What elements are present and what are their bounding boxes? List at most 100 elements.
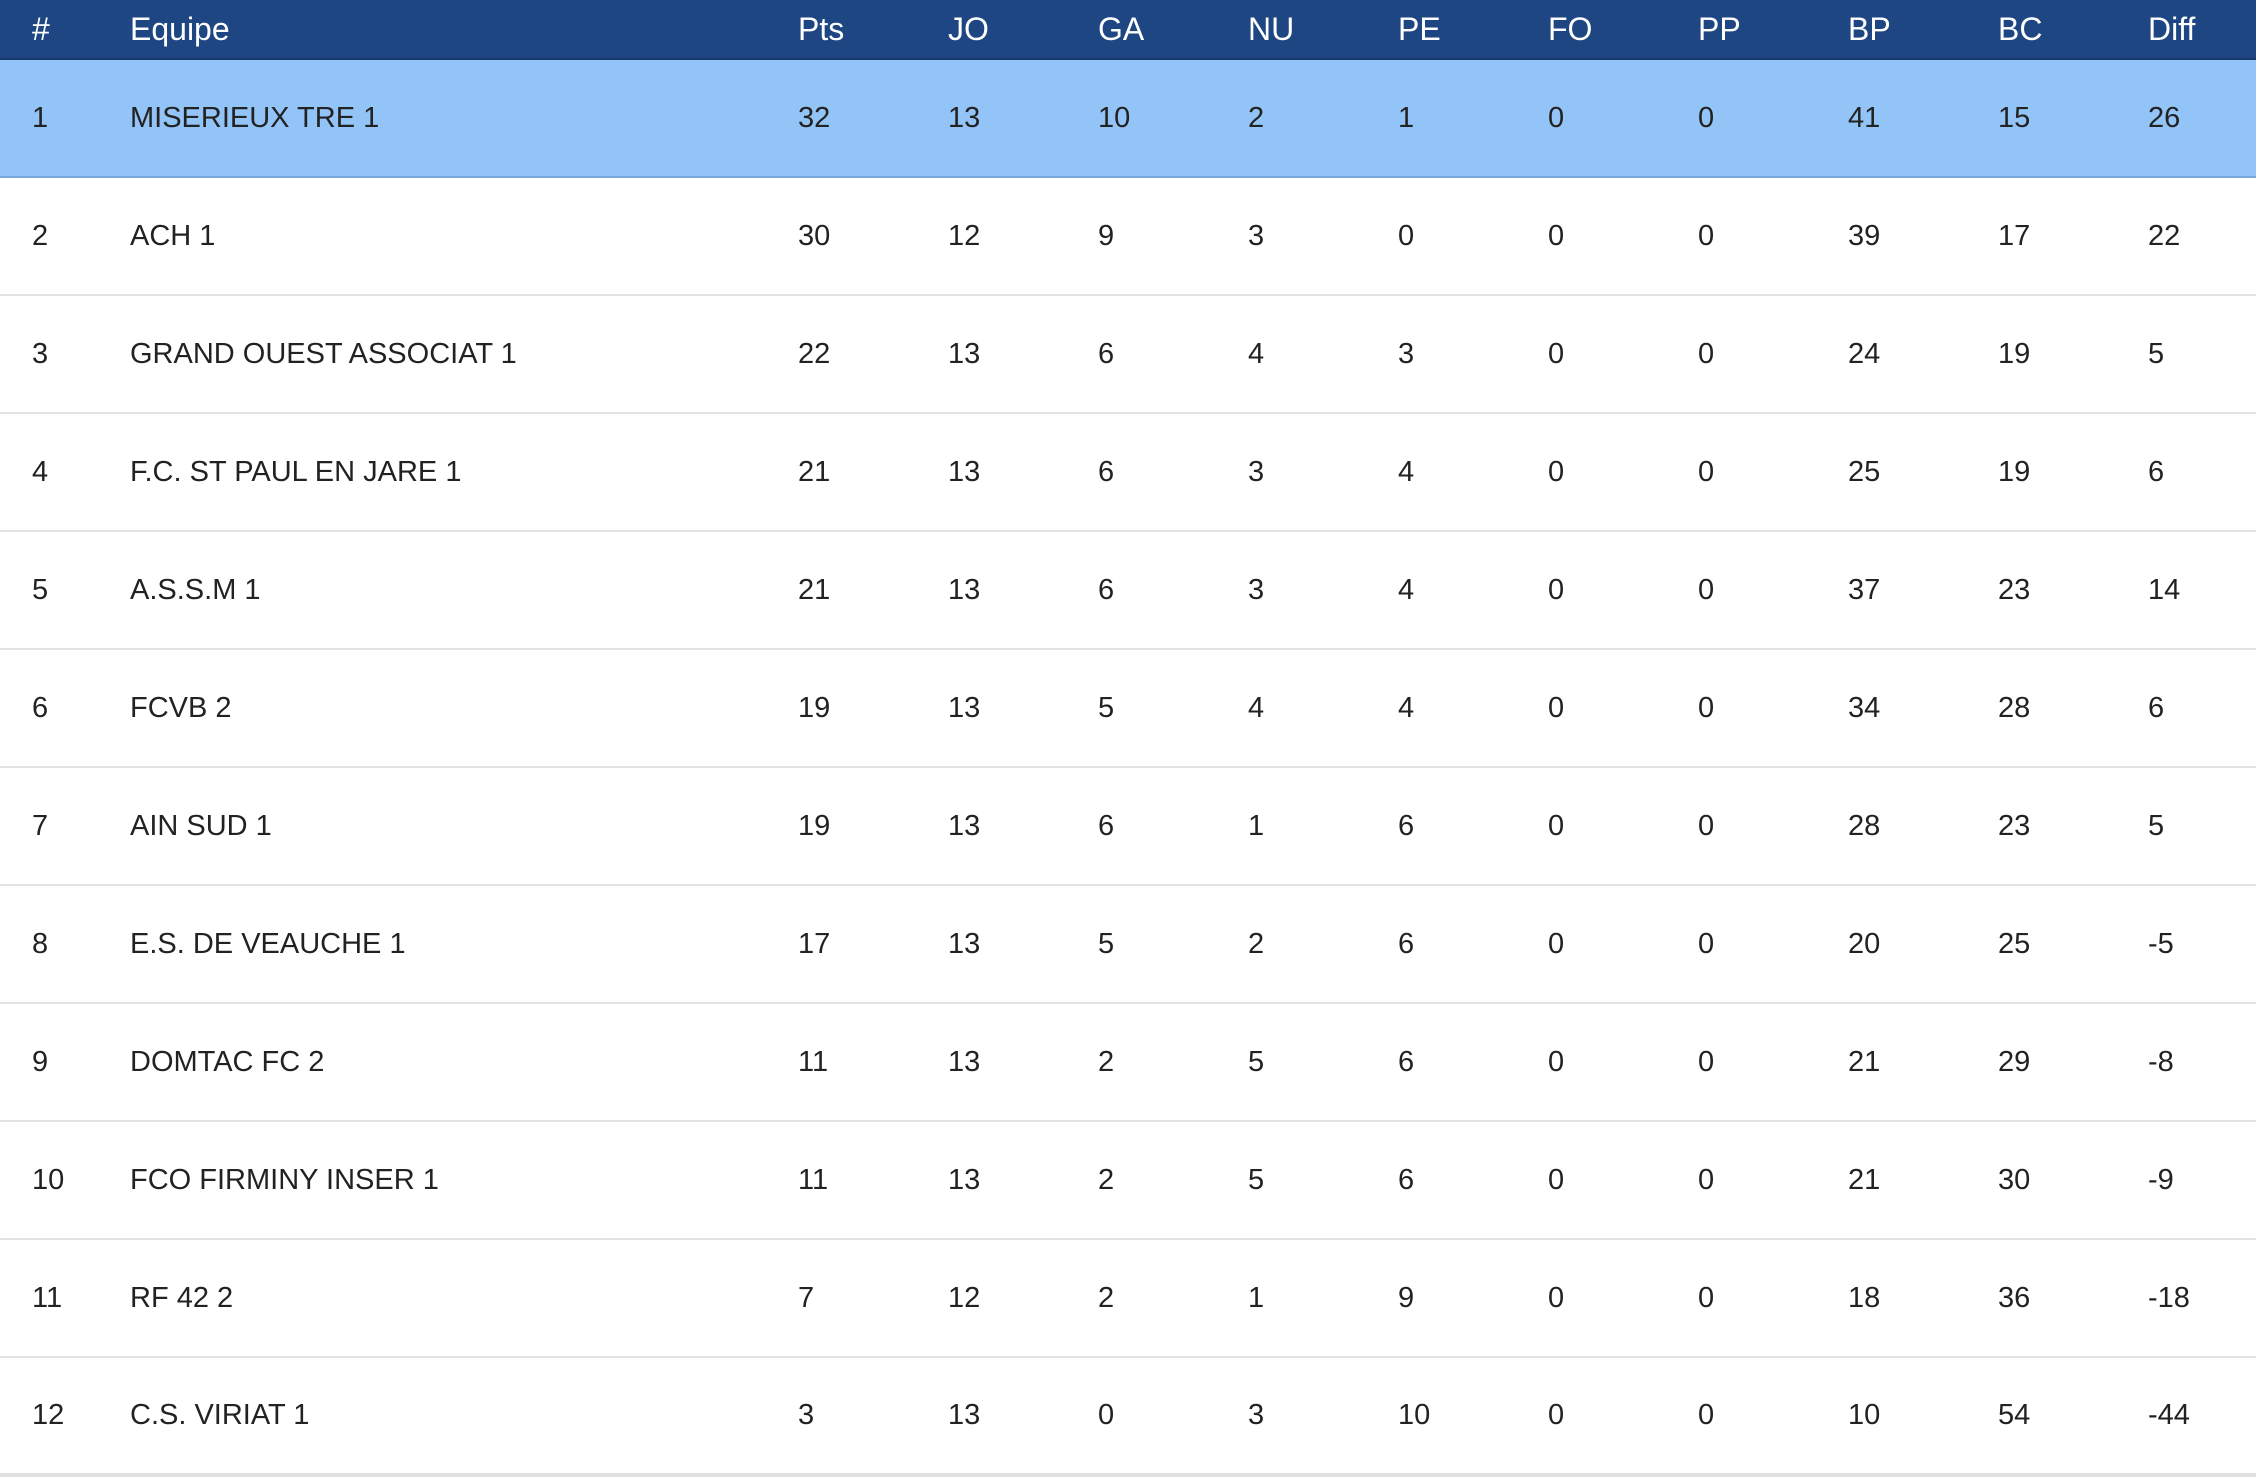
table-row[interactable]: 2 ACH 1 30 12 9 3 0 0 0 39 17 22	[0, 177, 2256, 295]
won-cell: 5	[1098, 927, 1115, 960]
team-name-cell: DOMTAC FC 2	[130, 1045, 325, 1078]
lost-cell: 6	[1398, 809, 1415, 842]
column-header-drawn[interactable]: NU	[1248, 10, 1295, 47]
column-header-points[interactable]: Pts	[798, 10, 845, 47]
points-cell: 17	[798, 927, 831, 960]
goals-against-cell: 17	[1998, 219, 2031, 252]
rank-cell: 9	[32, 1045, 49, 1078]
penalty-cell: 0	[1698, 1045, 1715, 1078]
won-cell: 9	[1098, 219, 1115, 252]
table-row[interactable]: 12 C.S. VIRIAT 1 3 13 0 3 10 0 0 10 54 -44	[0, 1357, 2256, 1475]
penalty-cell: 0	[1698, 1281, 1715, 1314]
goal-difference-cell: 26	[2148, 101, 2181, 134]
rank-cell: 2	[32, 219, 49, 252]
column-header-goals-for[interactable]: BP	[1848, 10, 1891, 47]
goal-difference-cell: 6	[2148, 691, 2165, 724]
goals-against-cell: 36	[1998, 1281, 2031, 1314]
table-row[interactable]: 5 A.S.S.M 1 21 13 6 3 4 0 0 37 23 14	[0, 531, 2256, 649]
goals-for-cell: 21	[1848, 1163, 1881, 1196]
goals-for-cell: 41	[1848, 101, 1881, 134]
drawn-cell: 3	[1248, 455, 1265, 488]
played-cell: 13	[948, 1163, 981, 1196]
table-row[interactable]: 9 DOMTAC FC 2 11 13 2 5 6 0 0 21 29 -8	[0, 1003, 2256, 1121]
goal-difference-cell: 6	[2148, 455, 2165, 488]
points-cell: 7	[798, 1281, 815, 1314]
column-header-penalty[interactable]: PP	[1698, 10, 1741, 47]
table-row[interactable]: 7 AIN SUD 1 19 13 6 1 6 0 0 28 23 5	[0, 767, 2256, 885]
won-cell: 2	[1098, 1281, 1115, 1314]
won-cell: 5	[1098, 691, 1115, 724]
table-row[interactable]: 11 RF 42 2 7 12 2 1 9 0 0 18 36 -18	[0, 1239, 2256, 1357]
lost-cell: 4	[1398, 573, 1415, 606]
table-row[interactable]: 8 E.S. DE VEAUCHE 1 17 13 5 2 6 0 0 20 25 -5	[0, 885, 2256, 1003]
points-cell: 19	[798, 809, 831, 842]
points-cell: 11	[798, 1163, 829, 1196]
goal-difference-cell: 22	[2148, 219, 2181, 252]
goals-against-cell: 30	[1998, 1163, 2031, 1196]
column-header-won[interactable]: GA	[1098, 10, 1145, 47]
lost-cell: 3	[1398, 337, 1415, 370]
goals-for-cell: 21	[1848, 1045, 1881, 1078]
drawn-cell: 2	[1248, 927, 1265, 960]
played-cell: 13	[948, 1045, 981, 1078]
goals-against-cell: 29	[1998, 1045, 2031, 1078]
won-cell: 2	[1098, 1045, 1115, 1078]
table-row[interactable]: 3 GRAND OUEST ASSOCIAT 1 22 13 6 4 3 0 0 24 19 5	[0, 295, 2256, 413]
team-name-cell: MISERIEUX TRE 1	[130, 101, 380, 134]
team-name-cell: FCVB 2	[130, 691, 232, 724]
lost-cell: 1	[1398, 101, 1415, 134]
column-header-rank[interactable]: #	[32, 10, 50, 47]
lost-cell: 6	[1398, 1163, 1415, 1196]
goal-difference-cell: -18	[2148, 1281, 2190, 1314]
drawn-cell: 4	[1248, 337, 1265, 370]
forfeit-cell: 0	[1548, 809, 1565, 842]
goals-for-cell: 18	[1848, 1281, 1881, 1314]
goal-difference-cell: 5	[2148, 337, 2165, 370]
table-row[interactable]: 10 FCO FIRMINY INSER 1 11 13 2 5 6 0 0 21 30 -9	[0, 1121, 2256, 1239]
penalty-cell: 0	[1698, 455, 1715, 488]
team-name-cell: C.S. VIRIAT 1	[130, 1399, 310, 1431]
drawn-cell: 1	[1248, 1281, 1265, 1314]
drawn-cell: 3	[1248, 1399, 1265, 1431]
goals-against-cell: 19	[1998, 455, 2031, 488]
points-cell: 21	[798, 573, 831, 606]
forfeit-cell: 0	[1548, 101, 1565, 134]
rank-cell: 10	[32, 1163, 65, 1196]
goals-for-cell: 25	[1848, 455, 1881, 488]
table-row[interactable]: 4 F.C. ST PAUL EN JARE 1 21 13 6 3 4 0 0 25 19 6	[0, 413, 2256, 531]
rank-cell: 3	[32, 337, 49, 370]
goals-for-cell: 20	[1848, 927, 1881, 960]
goals-for-cell: 10	[1848, 1399, 1881, 1431]
rank-cell: 11	[32, 1281, 63, 1314]
won-cell: 6	[1098, 809, 1115, 842]
column-header-played[interactable]: JO	[948, 10, 989, 47]
column-header-team[interactable]: Equipe	[130, 10, 230, 47]
goals-against-cell: 15	[1998, 101, 2031, 134]
column-header-lost[interactable]: PE	[1398, 10, 1441, 47]
rank-cell: 12	[32, 1399, 65, 1431]
goals-for-cell: 39	[1848, 219, 1881, 252]
forfeit-cell: 0	[1548, 455, 1565, 488]
table-row[interactable]: 6 FCVB 2 19 13 5 4 4 0 0 34 28 6	[0, 649, 2256, 767]
column-header-goals-against[interactable]: BC	[1998, 10, 2043, 47]
column-header-forfeit[interactable]: FO	[1548, 10, 1593, 47]
goals-against-cell: 19	[1998, 337, 2031, 370]
table-header: # Equipe Pts JO GA NU PE FO PP BP BC Dif…	[0, 0, 2256, 59]
column-header-goal-difference[interactable]: Diff	[2148, 10, 2196, 47]
drawn-cell: 5	[1248, 1045, 1265, 1078]
penalty-cell: 0	[1698, 927, 1715, 960]
rank-cell: 8	[32, 927, 49, 960]
won-cell: 6	[1098, 573, 1115, 606]
forfeit-cell: 0	[1548, 1281, 1565, 1314]
played-cell: 12	[948, 219, 981, 252]
played-cell: 13	[948, 691, 981, 724]
played-cell: 13	[948, 1399, 981, 1431]
goals-against-cell: 25	[1998, 927, 2031, 960]
team-name-cell: A.S.S.M 1	[130, 573, 261, 606]
forfeit-cell: 0	[1548, 1399, 1565, 1431]
rank-cell: 6	[32, 691, 49, 724]
table-row[interactable]: 1 MISERIEUX TRE 1 32 13 10 2 1 0 0 41 15 26	[0, 59, 2256, 177]
team-name-cell: AIN SUD 1	[130, 809, 272, 842]
lost-cell: 4	[1398, 455, 1415, 488]
drawn-cell: 1	[1248, 809, 1265, 842]
